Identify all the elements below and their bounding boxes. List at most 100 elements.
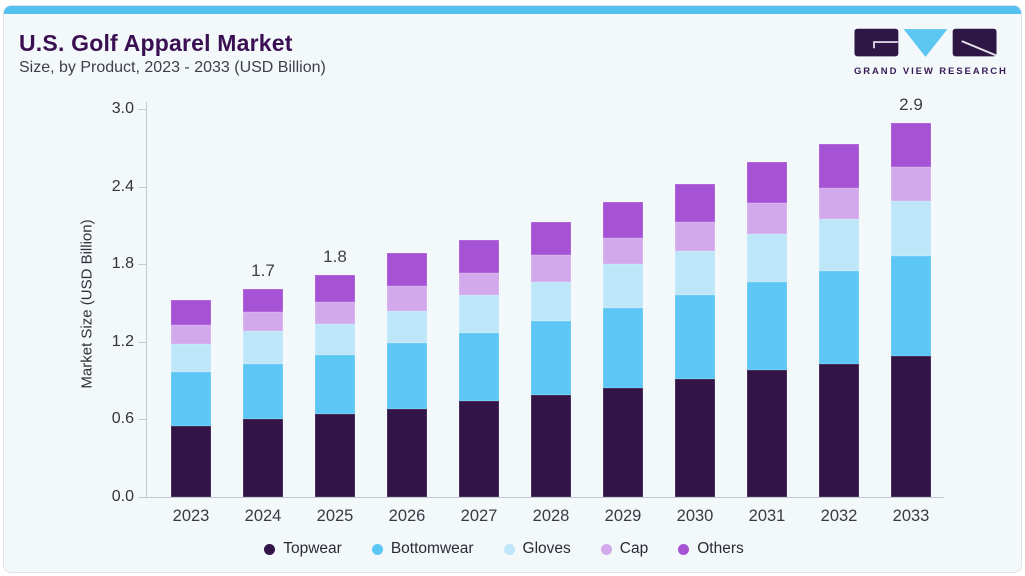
legend-label: Gloves (522, 540, 571, 557)
y-tick-mark (138, 186, 146, 188)
y-tick-label: 1.2 (111, 332, 134, 350)
bar-2031 (747, 162, 787, 497)
bar-segment-others (747, 162, 787, 204)
brand-accent-bar (4, 6, 1021, 14)
x-tick-label: 2025 (316, 507, 354, 525)
bar-segment-cap (459, 273, 499, 296)
bar-segment-bottomwear (315, 354, 355, 415)
y-tick-label: 3.0 (111, 100, 134, 117)
bar-segment-gloves (891, 200, 931, 257)
bar-segment-others (315, 274, 355, 302)
legend-swatch (371, 543, 383, 555)
bar-segment-topwear (675, 379, 715, 497)
bar-2029 (603, 202, 643, 497)
bar-value-label: 1.8 (323, 246, 347, 266)
bar-segment-bottomwear (603, 308, 643, 389)
bar-segment-bottomwear (243, 363, 283, 420)
y-tick-label: 0.6 (111, 410, 134, 428)
bar-segment-topwear (315, 414, 355, 497)
page-subtitle: Size, by Product, 2023 - 2033 (USD Billi… (19, 59, 326, 76)
bar-segment-cap (603, 238, 643, 265)
gvr-logo-text: GRAND VIEW RESEARCH (854, 66, 1008, 77)
x-tick-label: 2028 (532, 507, 570, 525)
bar-segment-cap (171, 324, 211, 345)
y-tick-mark (138, 264, 146, 266)
bar-segment-bottomwear (675, 295, 715, 380)
legend-item-gloves: Gloves (503, 540, 571, 558)
bar-segment-cap (819, 187, 859, 219)
bar-2027 (459, 239, 499, 497)
bar-2025 (315, 274, 355, 497)
bar-2032 (819, 143, 859, 497)
legend-item-bottomwear: Bottomwear (371, 540, 474, 558)
bar-segment-bottomwear (747, 282, 787, 371)
bar-segment-topwear (387, 409, 427, 497)
bar-2023 (171, 300, 211, 497)
bar-segment-topwear (531, 394, 571, 497)
y-tick-mark (138, 419, 146, 421)
stacked-bar-chart: Market Size (USD Billion) 0.0 0.6 1.2 1.8 2.… (4, 6, 1021, 572)
x-tick-label: 2033 (892, 507, 930, 525)
y-tick-mark (138, 341, 146, 343)
bar-segment-topwear (819, 363, 859, 497)
legend-label: Bottomwear (390, 540, 474, 557)
legend-swatch (600, 543, 612, 555)
bar-segment-topwear (603, 388, 643, 497)
bar-segment-topwear (459, 401, 499, 497)
bar-segment-cap (891, 167, 931, 201)
y-tick-label: 1.8 (111, 255, 134, 273)
bar-segment-others (387, 252, 427, 287)
legend-item-topwear: Topwear (264, 540, 342, 558)
bar-2033 (891, 123, 931, 497)
bar-segment-others (819, 143, 859, 188)
bar-segment-gloves (675, 251, 715, 296)
bar-2026 (387, 252, 427, 497)
legend: Topwear Bottomwear Gloves Cap Others (4, 540, 1004, 558)
legend-swatch (503, 543, 515, 555)
bar-segment-others (243, 288, 283, 313)
bar-2030 (675, 184, 715, 497)
bar-segment-bottomwear (891, 256, 931, 356)
x-axis-spine (138, 497, 944, 498)
bar-segment-bottomwear (459, 332, 499, 402)
legend-swatch (264, 543, 276, 555)
legend-label: Cap (619, 540, 649, 557)
legend-item-cap: Cap (600, 540, 649, 558)
bar-value-label: 1.7 (251, 260, 275, 280)
bar-segment-others (531, 221, 571, 256)
x-tick-label: 2029 (604, 507, 642, 525)
y-axis-spine (146, 102, 147, 497)
x-tick-label: 2023 (172, 507, 210, 525)
x-tick-label: 2030 (676, 507, 714, 525)
page-title: U.S. Golf Apparel Market (19, 30, 293, 56)
bar-segment-gloves (747, 234, 787, 283)
bar-segment-others (891, 123, 931, 168)
x-tick-label: 2024 (244, 507, 282, 525)
bar-2024 (243, 288, 283, 497)
legend-label: Topwear (283, 540, 342, 557)
bar-segment-topwear (243, 419, 283, 497)
y-axis-title: Market Size (USD Billion) (78, 219, 96, 389)
bar-segment-others (171, 300, 211, 325)
y-tick-mark (138, 497, 146, 498)
chart-card: U.S. Golf Apparel Market Size, by Produc… (3, 5, 1022, 573)
bar-segment-bottomwear (819, 270, 859, 364)
x-tick-label: 2032 (820, 507, 858, 525)
legend-swatch (678, 543, 690, 555)
bar-segment-gloves (315, 323, 355, 355)
x-tick-label: 2031 (748, 507, 786, 525)
bar-value-label: 2.9 (899, 95, 923, 115)
bar-segment-cap (531, 255, 571, 283)
x-tick-label: 2026 (388, 507, 426, 525)
bar-segment-topwear (171, 425, 211, 497)
bar-segment-bottomwear (531, 321, 571, 395)
bar-segment-cap (387, 286, 427, 311)
bar-segment-gloves (387, 310, 427, 344)
bar-segment-gloves (171, 344, 211, 372)
bar-segment-others (675, 184, 715, 222)
bar-segment-topwear (747, 370, 787, 497)
bar-segment-bottomwear (387, 343, 427, 410)
bar-segment-cap (243, 312, 283, 332)
y-tick-label: 0.0 (111, 488, 134, 505)
